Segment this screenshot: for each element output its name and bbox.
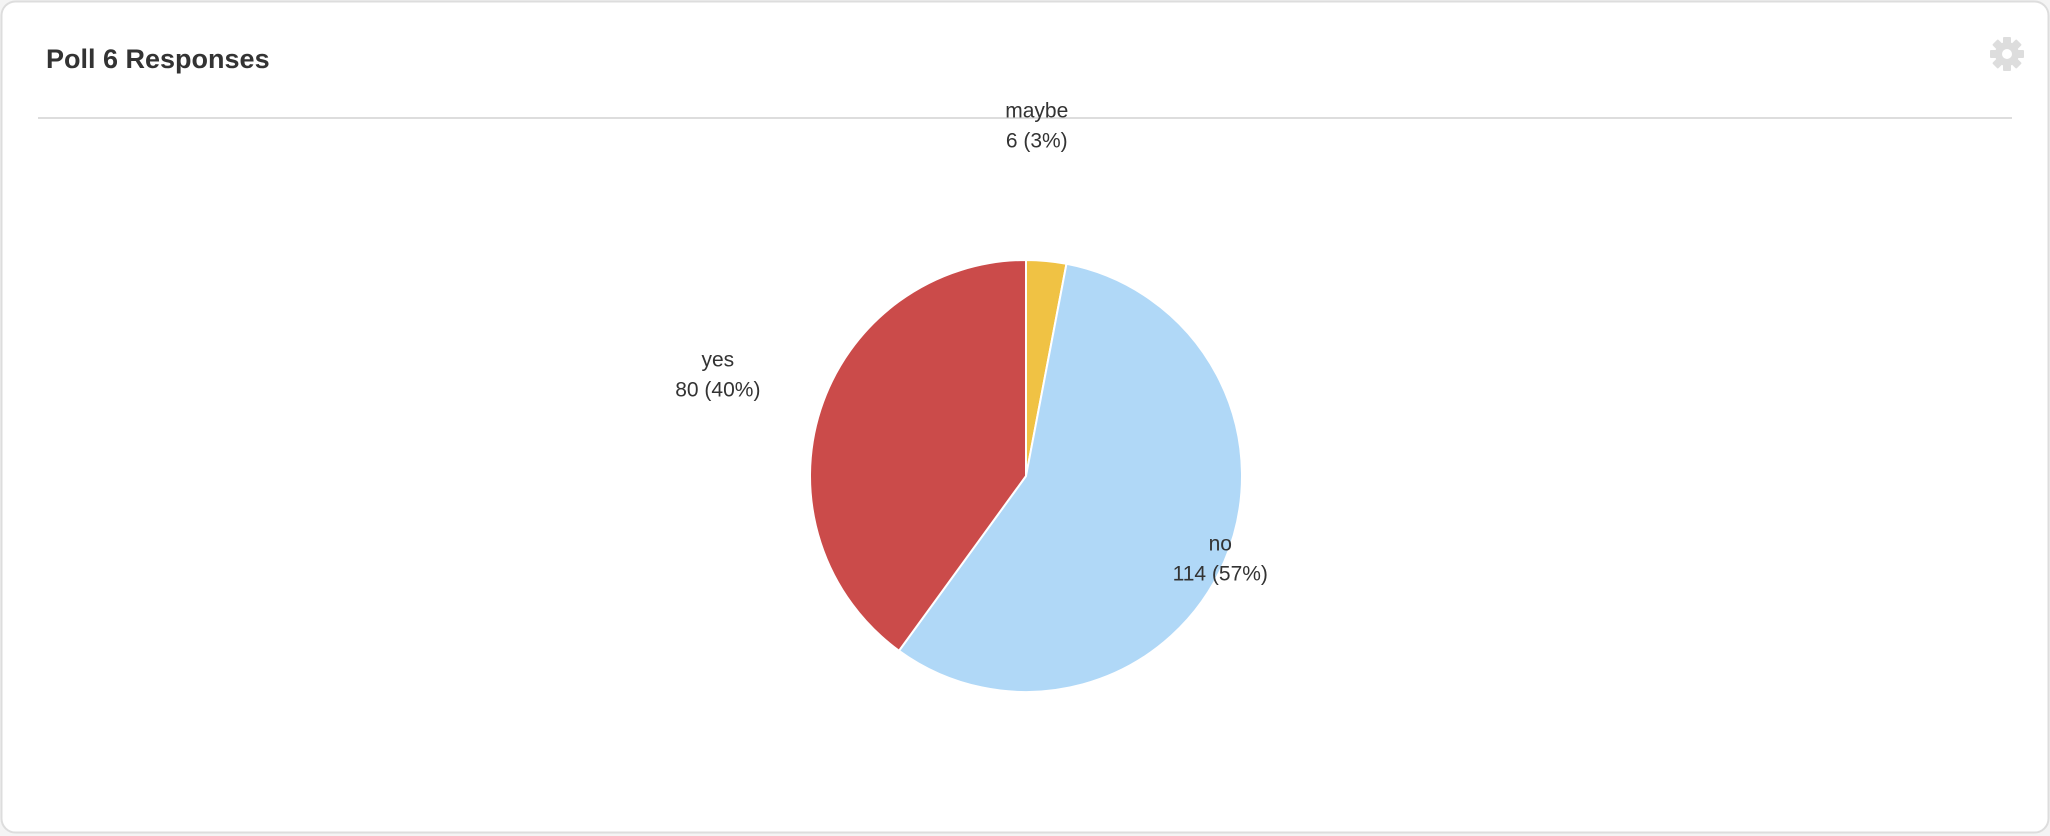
slice-label: yes	[702, 348, 735, 371]
slice-label: maybe	[1005, 100, 1068, 123]
slice-value-label: 80 (40%)	[675, 378, 760, 401]
pie-slice	[809, 258, 1027, 653]
chart-title: Poll 6 Responses	[46, 44, 270, 74]
settings-icon[interactable]	[1990, 37, 2024, 71]
slice-label: no	[1209, 533, 1232, 556]
pie	[809, 258, 1243, 693]
pie-slice	[897, 262, 1243, 693]
slice-value-label: 6 (3%)	[1006, 130, 1068, 153]
slice-value-label: 114 (57%)	[1173, 563, 1268, 586]
